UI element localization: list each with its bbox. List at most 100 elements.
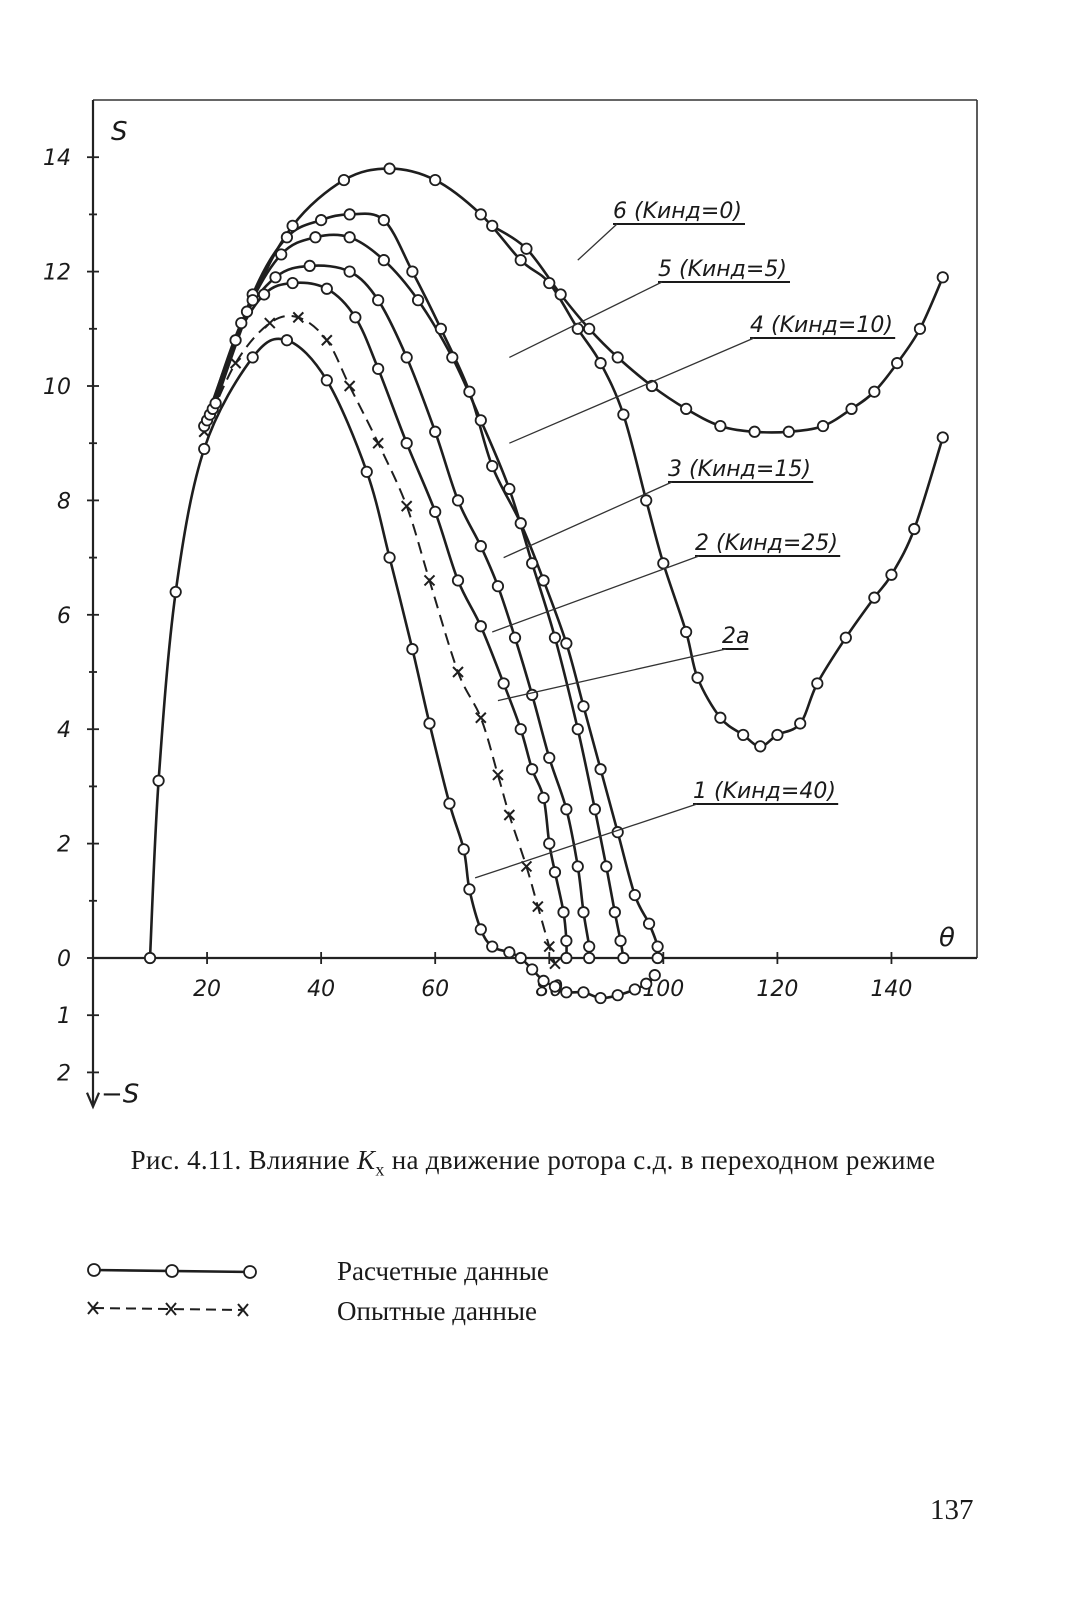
calculated-point-circle <box>543 276 556 290</box>
calculated-point-circle <box>648 969 661 982</box>
calculated-point-circle <box>406 643 419 656</box>
calculated-point-circle <box>337 173 351 187</box>
experimental-point-cross <box>229 357 242 369</box>
calculated-point-circle <box>474 208 487 221</box>
y-neg-tick-label: 2 <box>57 1061 71 1086</box>
calculated-point-circle <box>737 728 750 742</box>
calculated-point-circle <box>560 803 573 816</box>
x-tick-label: 20 <box>193 977 221 1002</box>
calculated-point-circle <box>235 316 248 330</box>
calculated-point-circle <box>246 351 259 364</box>
calculated-point-circle <box>936 271 949 284</box>
curve-label-text: 1 (Kинд=40) <box>693 779 836 804</box>
calculated-point-circle <box>611 351 624 364</box>
calculated-point-circle <box>269 271 282 284</box>
calculated-point-circle <box>571 860 584 873</box>
calculated-point-circle <box>429 425 442 438</box>
calculated-point-circle <box>360 465 373 478</box>
page-number: 137 <box>930 1494 974 1526</box>
calculated-series-line <box>491 224 944 434</box>
curve-labels: 6 (Kинд=0) 5 (Kинд=5) 4 (Kинд=10) 3 (Kинд=1… <box>474 199 896 879</box>
experimental-point-cross <box>520 860 533 873</box>
experimental-point-cross <box>543 940 555 953</box>
calculated-point-circle <box>508 631 522 644</box>
y-tick-label: 14 <box>43 146 71 171</box>
calculated-point-circle <box>309 231 322 244</box>
experimental-series-line <box>203 314 556 965</box>
calculated-point-circle <box>748 425 761 438</box>
calculated-point-circle <box>885 568 898 581</box>
y-tick-label: 0 <box>57 947 71 972</box>
calculated-point-circle <box>457 843 470 856</box>
x-tick-label: 120 <box>756 977 798 1002</box>
curve-label-leader <box>509 281 663 358</box>
calculated-point-circle <box>377 254 390 267</box>
curve-label-leader <box>577 223 618 261</box>
caption-prefix: Рис. 4.11. Влияние <box>130 1145 350 1175</box>
calculated-point-circle <box>811 677 824 690</box>
calculated-point-circle <box>411 294 425 307</box>
calculated-series-line <box>202 281 568 959</box>
calculated-point-circle <box>315 214 328 227</box>
curve-label-text: 3 (Kинд=15) <box>668 457 811 482</box>
calculated-point-circle <box>628 983 641 996</box>
figure-caption: Рис. 4.11. Влияние Kx на движение ротора… <box>0 1145 1066 1180</box>
calculated-point-circle <box>406 265 419 278</box>
calculated-point-circle <box>474 620 487 633</box>
calculated-point-circle <box>443 797 456 810</box>
calculated-point-circle <box>286 219 299 232</box>
calculated-point-circle <box>474 923 487 936</box>
calculated-point-circle <box>868 385 881 398</box>
calculated-point-circle <box>657 557 670 570</box>
calculated-point-circle <box>514 517 527 530</box>
x-tick-label: 140 <box>870 977 912 1002</box>
calculated-series-line <box>205 264 591 959</box>
calculated-point-circle <box>600 860 613 873</box>
calculated-point-circle <box>583 940 596 953</box>
y-axis-title: S <box>111 117 128 147</box>
legend-experimental-swatch <box>87 1301 249 1317</box>
neg-axis-title: −S <box>101 1080 139 1110</box>
calculated-point-circle <box>680 625 693 639</box>
calculated-point-circle <box>691 671 704 684</box>
calculated-point-circle <box>451 494 465 507</box>
calculated-point-circle <box>463 385 476 398</box>
calculated-point-circle <box>537 974 550 987</box>
calculated-point-circle <box>152 774 165 787</box>
calculated-point-circle <box>908 522 921 536</box>
calculated-point-circle <box>548 866 562 879</box>
experimental-point-cross <box>321 334 333 346</box>
legend-calculated: Расчетные данные <box>84 1252 684 1292</box>
calculated-point-circle <box>446 351 459 364</box>
curve-label-text: 2 (Kинд=25) <box>695 531 838 556</box>
calculated-point-circle <box>198 442 211 456</box>
calculated-point-circle <box>839 631 852 644</box>
y-axis-arrow-icon <box>85 1092 101 1110</box>
calculated-point-circle <box>608 906 621 919</box>
experimental-point-cross <box>423 574 436 587</box>
calculated-point-circle <box>280 334 294 347</box>
calculated-point-circle <box>275 248 288 261</box>
calculated-point-circle <box>526 963 539 976</box>
calculated-point-circle <box>286 276 299 290</box>
x-tick-label: 60 <box>421 977 449 1002</box>
calculated-point-circle <box>349 311 362 324</box>
curve-label-leader <box>503 481 673 559</box>
calculated-point-circle <box>526 688 539 701</box>
calculated-point-circle <box>680 402 693 415</box>
calculated-point-circle <box>588 803 601 816</box>
experimental-point-cross <box>503 809 516 821</box>
calculated-point-circle <box>520 242 533 255</box>
legend-experimental: Опытные данные <box>84 1292 684 1332</box>
calculated-point-circle <box>560 986 573 999</box>
curve-label-leader <box>492 555 700 633</box>
calculated-point-circle <box>640 494 653 507</box>
experimental-point-cross <box>292 311 305 324</box>
calculated-point-circle <box>583 951 596 965</box>
calculated-point-circle <box>343 231 356 244</box>
calculated-point-circle <box>503 482 516 496</box>
caption-symbol-subscript: x <box>375 1159 385 1180</box>
calculated-point-circle <box>383 551 396 564</box>
